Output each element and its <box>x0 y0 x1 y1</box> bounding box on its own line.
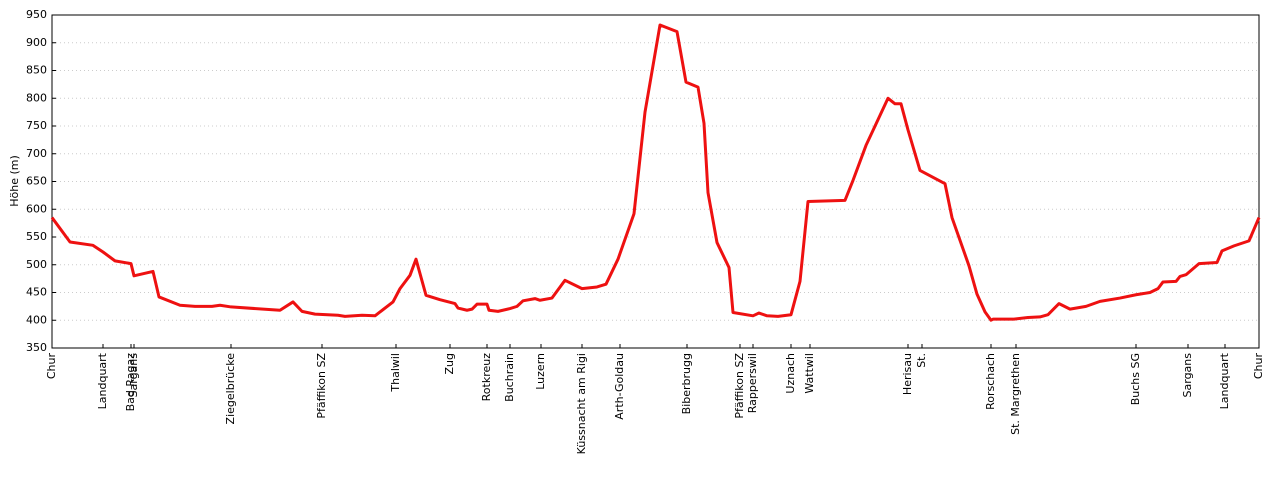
x-tick-label: Sargans <box>1181 353 1194 398</box>
x-tick-label: Sargans <box>127 353 140 398</box>
x-tick-label: Landquart <box>1218 352 1231 409</box>
x-tick-label: Landquart <box>96 352 109 409</box>
y-tick-label: 550 <box>26 230 47 243</box>
y-tick-label: 900 <box>26 36 47 49</box>
y-tick-label: 600 <box>26 202 47 215</box>
y-tick-label: 950 <box>26 8 47 21</box>
x-tick-label: Rapperswil <box>746 353 759 413</box>
y-axis-label: Höhe (m) <box>8 155 21 207</box>
x-tick-label: Pfäffikon SZ <box>733 353 746 419</box>
x-tick-label: Luzern <box>534 353 547 390</box>
x-tick-label: Arth-Goldau <box>613 353 626 420</box>
x-tick-label: Rorschach <box>984 353 997 410</box>
y-tick-label: 650 <box>26 175 47 188</box>
x-tick-label: Rotkreuz <box>480 353 493 402</box>
x-tick-label: Herisau <box>901 353 914 395</box>
x-tick-label: St. <box>915 353 928 368</box>
plot-frame <box>51 14 1260 349</box>
x-tick-label: Wattwil <box>803 353 816 394</box>
y-tick-label: 800 <box>26 91 47 104</box>
y-tick-label: 500 <box>26 258 47 271</box>
x-tick-label: Chur <box>1252 353 1265 380</box>
x-tick-label: Uznach <box>784 353 797 394</box>
x-tick-label: St. Margrethen <box>1009 353 1022 435</box>
x-tick-label: Küssnacht am Rigi <box>575 353 588 454</box>
y-tick-label: 850 <box>26 64 47 77</box>
x-tick-label: Ziegelbrücke <box>224 353 237 425</box>
x-tick-label: Chur <box>45 353 58 380</box>
x-tick-label: Zug <box>443 353 456 375</box>
y-tick-label: 350 <box>26 341 47 354</box>
y-tick-label: 450 <box>26 286 47 299</box>
y-tick-label: 750 <box>26 119 47 132</box>
x-tick-label: Buchrain <box>503 353 516 402</box>
x-tick-label: Biberbrugg <box>680 353 693 414</box>
x-tick-label: Pfäffikon SZ <box>315 353 328 419</box>
x-tick-label: Buchs SG <box>1129 353 1142 405</box>
x-tick-label: Thalwil <box>389 353 402 393</box>
y-tick-label: 700 <box>26 147 47 160</box>
y-tick-label: 400 <box>26 313 47 326</box>
x-tick-label: Bad Ragaz <box>124 353 137 412</box>
elevation-line <box>50 23 1261 322</box>
